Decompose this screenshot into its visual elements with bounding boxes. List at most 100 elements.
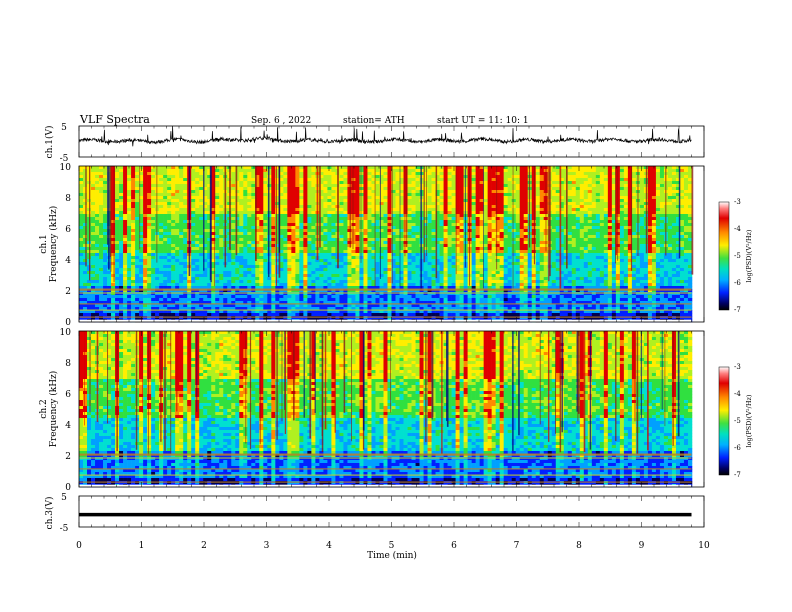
spectrogram-cell (571, 199, 577, 203)
spectrogram-cell (135, 172, 140, 176)
spectrogram-cell (571, 184, 577, 188)
spectrogram-cell (555, 166, 561, 170)
spectrogram-cell (95, 175, 100, 179)
spectrogram-cell (175, 241, 180, 245)
spectrogram-cell (675, 241, 681, 245)
spectrogram-cell (195, 184, 200, 188)
spectrogram-cell (319, 181, 324, 185)
spectrogram-cell (255, 208, 260, 212)
spectrogram-cell (295, 190, 300, 194)
spectrogram-cell (559, 193, 565, 197)
spectrogram-cell (647, 172, 653, 176)
spectrogram-cell (531, 190, 537, 194)
spectrogram-cell (483, 235, 488, 239)
spectrogram-cell (127, 190, 132, 194)
spectrogram-cell (219, 247, 224, 251)
spectrogram-cell (299, 241, 304, 245)
spectrogram-cell (471, 241, 476, 245)
spectrogram-cell (667, 166, 673, 170)
spectrogram-cell (259, 181, 264, 185)
spectrogram-cell (219, 181, 224, 185)
spectrogram-cell (487, 253, 492, 257)
spectrogram-cell (507, 217, 512, 221)
spectrogram-cell (371, 196, 376, 200)
spectrogram-cell (263, 241, 268, 245)
spectrogram-cell (559, 187, 565, 191)
spectrogram-cell (555, 226, 561, 230)
spectrogram-cell (251, 187, 256, 191)
spectrogram-cell (299, 247, 304, 251)
spectrogram-cell (159, 181, 164, 185)
spectrogram-cell (535, 250, 541, 254)
spectrogram-cell (531, 166, 537, 170)
spectrogram-cell (247, 244, 252, 248)
spectrogram-cell (155, 187, 160, 191)
spectrogram-cell (563, 235, 569, 239)
spectrogram-cell (355, 208, 360, 212)
spectrogram-cell (111, 226, 116, 230)
spectrogram-cell (667, 256, 673, 260)
ch1-ytick-top: 5 (61, 123, 67, 133)
spectrogram-cell (431, 253, 436, 257)
spectrogram-cell (407, 208, 412, 212)
spectrogram-cell (427, 259, 432, 263)
spectrogram-cell (231, 250, 236, 254)
spectrogram-cell (667, 193, 673, 197)
spectrogram-cell (519, 253, 525, 257)
spectrogram-cell (175, 259, 180, 263)
spectrogram-cell (415, 196, 420, 200)
spectrogram-cell (371, 220, 376, 224)
spectrogram-cell (323, 196, 328, 200)
spectrogram-cell (423, 229, 428, 233)
spectrogram-cell (447, 193, 452, 197)
spectrogram-cell (575, 190, 581, 194)
spectrogram-cell (471, 232, 476, 236)
spectrogram-cell (375, 217, 380, 221)
spectrogram-cell (343, 205, 348, 209)
spectrogram-cell (195, 187, 200, 191)
spectrogram-cell (495, 187, 500, 191)
spectrogram-cell (423, 259, 428, 263)
spectrogram-cell (655, 214, 661, 218)
spectrogram-cell (299, 244, 304, 248)
spectrogram-cell (371, 244, 376, 248)
spectrogram-cell (551, 205, 557, 209)
spectrogram-cell (403, 199, 408, 203)
spectrogram-cell (459, 166, 464, 170)
spectrogram-cell (347, 208, 352, 212)
spectrogram-cell (651, 202, 657, 206)
spectrogram-cell (163, 208, 168, 212)
spectrogram-cell (115, 175, 120, 179)
spectrogram-cell (511, 250, 516, 254)
spectrogram-cell (367, 223, 372, 227)
spectrogram-cell (371, 205, 376, 209)
spectrogram-cell (583, 223, 589, 227)
spectrogram-cell (647, 235, 653, 239)
spectrogram-cell (519, 214, 525, 218)
spectrogram-cell (555, 211, 561, 215)
spectrogram-cell (247, 169, 252, 173)
spectrogram-cell (579, 193, 585, 197)
spectrogram-cell (135, 226, 140, 230)
spectrogram-cell (159, 247, 164, 251)
spectrogram-cell (647, 166, 653, 170)
spectrogram-cell (631, 184, 637, 188)
spectrogram-cell (571, 202, 577, 206)
spectrogram-cell (275, 175, 280, 179)
spectrogram-cell (171, 238, 176, 242)
spectrogram-cell (247, 199, 252, 203)
spectrogram-cell (99, 238, 104, 242)
spectrogram-cell (515, 250, 521, 254)
spectrogram-cell (151, 202, 156, 206)
spectrogram-cell (323, 184, 328, 188)
spectrogram-cell (95, 166, 100, 170)
spectrogram-cell (527, 259, 533, 263)
spectrogram-cell (299, 175, 304, 179)
spectrogram-cell (359, 166, 364, 170)
spectrogram-cell (147, 217, 152, 221)
spectrogram-cell (503, 238, 508, 242)
spectrogram-cell (619, 259, 625, 263)
spectrogram-cell (147, 181, 152, 185)
spectrogram-cell (451, 220, 456, 224)
spectrogram-cell (79, 259, 84, 263)
